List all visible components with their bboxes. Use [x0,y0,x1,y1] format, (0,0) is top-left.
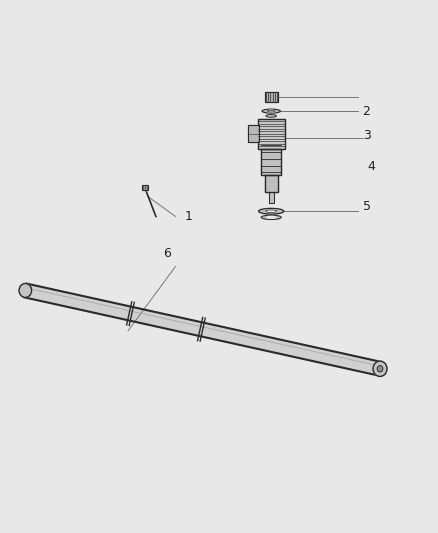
Ellipse shape [265,210,277,213]
Bar [142,185,148,190]
Bar [248,125,259,142]
Bar [265,175,278,192]
Ellipse shape [258,208,284,214]
Text: 2: 2 [363,106,371,118]
Bar [142,185,148,190]
Ellipse shape [377,366,383,372]
Text: 5: 5 [363,200,371,213]
Ellipse shape [373,361,387,376]
Bar [265,92,278,102]
Ellipse shape [19,284,32,297]
Text: 4: 4 [367,160,375,173]
Text: 6: 6 [163,247,171,260]
Ellipse shape [261,215,281,220]
Ellipse shape [262,109,280,113]
Bar [265,92,278,102]
Bar [261,149,281,175]
Ellipse shape [267,216,276,218]
Bar [258,118,285,149]
Bar [258,118,285,149]
Ellipse shape [266,115,276,117]
Polygon shape [24,284,381,376]
Bar [261,149,281,175]
Ellipse shape [267,110,275,112]
Bar [268,192,274,204]
Bar [268,192,274,204]
Bar [248,125,259,142]
Text: 1: 1 [184,210,192,223]
Bar [265,175,278,192]
Text: 3: 3 [363,130,371,142]
